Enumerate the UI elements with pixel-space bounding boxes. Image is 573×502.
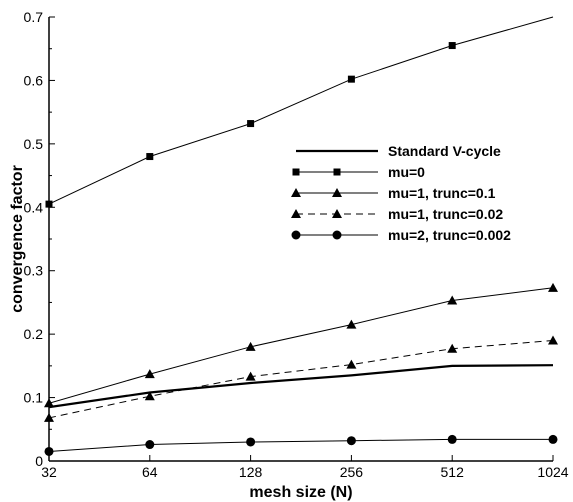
y-tick-label: 0 xyxy=(35,453,43,469)
data-point xyxy=(144,369,155,379)
x-tick-label: 64 xyxy=(142,464,158,480)
data-point xyxy=(346,359,357,369)
x-tick-label: 32 xyxy=(41,464,57,480)
legend-label: Standard V-cycle xyxy=(388,143,501,159)
data-point xyxy=(347,75,355,83)
y-tick-label: 0.1 xyxy=(24,390,44,406)
legend-marker xyxy=(332,230,342,240)
data-point xyxy=(245,371,256,381)
y-tick-label: 0.6 xyxy=(24,72,44,88)
legend-label: mu=1, trunc=0.1 xyxy=(388,185,496,201)
series-line xyxy=(49,438,553,452)
data-point xyxy=(548,282,558,292)
series-4 xyxy=(44,434,558,456)
legend-marker xyxy=(292,168,300,176)
legend-item: mu=1, trunc=0.02 xyxy=(291,206,503,222)
y-tick-label: 0.2 xyxy=(24,326,44,342)
data-point xyxy=(146,153,154,161)
legend-label: mu=0 xyxy=(388,164,425,180)
series-0 xyxy=(49,364,554,409)
y-axis-title: convergence factor xyxy=(9,165,26,313)
data-point xyxy=(548,335,558,345)
legend-item: mu=0 xyxy=(292,164,425,180)
chart-axes: 0 0.1 0.2 0.3 0.4 0.5 0.6 0.7 32 64 128 256 512 1024 xyxy=(24,9,569,480)
data-point xyxy=(247,120,255,128)
data-point xyxy=(44,446,54,456)
data-point xyxy=(44,398,54,408)
legend-marker xyxy=(332,209,342,218)
data-point xyxy=(144,391,155,401)
x-axis-title: mesh size (N) xyxy=(249,484,352,501)
legend-label: mu=1, trunc=0.02 xyxy=(388,206,503,222)
y-tick-label: 0.5 xyxy=(24,136,44,152)
data-point xyxy=(346,319,357,329)
legend-marker xyxy=(291,188,301,197)
data-point xyxy=(447,343,458,353)
legend-item: mu=2, trunc=0.002 xyxy=(291,227,511,243)
data-point xyxy=(447,434,457,444)
data-point xyxy=(145,440,155,450)
series-line xyxy=(49,16,554,205)
y-tick-label: 0.3 xyxy=(24,263,44,279)
data-point xyxy=(45,200,53,208)
legend-marker xyxy=(291,209,301,218)
y-tick-label: 0.4 xyxy=(24,199,44,215)
series-3 xyxy=(44,335,558,422)
series-line xyxy=(49,364,554,409)
series-2 xyxy=(44,282,558,408)
x-tick-label: 1024 xyxy=(537,464,568,480)
series-line xyxy=(49,340,554,419)
legend-label: mu=2, trunc=0.002 xyxy=(388,227,511,243)
data-point xyxy=(245,341,256,351)
data-point xyxy=(548,434,558,444)
data-point xyxy=(44,412,54,422)
x-tick-label: 512 xyxy=(441,464,465,480)
data-point xyxy=(447,295,458,305)
chart-legend: Standard V-cycle mu=0 mu=1, trunc=0.1 mu=1,… xyxy=(291,143,511,243)
data-point xyxy=(448,42,456,50)
legend-marker xyxy=(333,168,341,176)
legend-marker xyxy=(332,188,342,197)
data-point xyxy=(346,436,356,446)
y-tick-label: 0.7 xyxy=(24,9,44,25)
legend-marker xyxy=(291,230,301,240)
legend-item: Standard V-cycle xyxy=(296,143,501,159)
data-point xyxy=(246,437,256,447)
series-1 xyxy=(45,16,554,208)
x-tick-label: 256 xyxy=(340,464,364,480)
series-line xyxy=(49,287,554,404)
x-tick-label: 128 xyxy=(239,464,263,480)
series-layer xyxy=(44,16,558,456)
legend-item: mu=1, trunc=0.1 xyxy=(291,185,496,201)
